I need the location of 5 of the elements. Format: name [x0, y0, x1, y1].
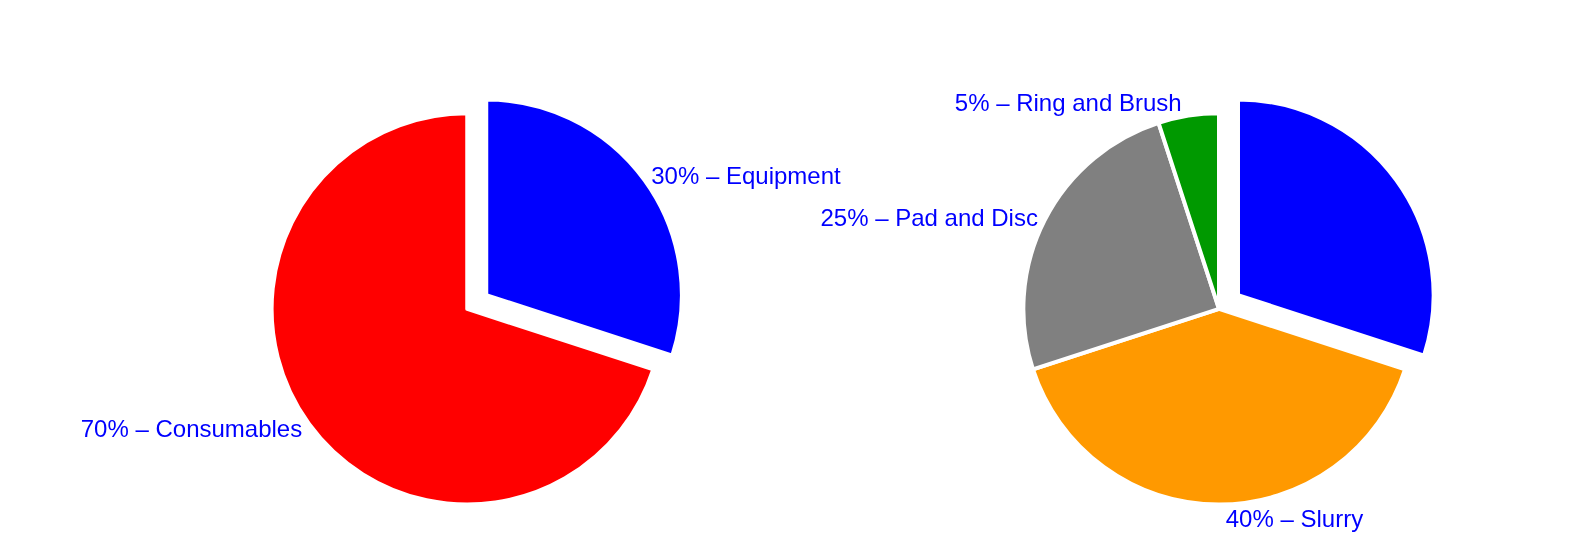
slice-label: 25% – Pad and Disc: [820, 203, 1038, 231]
slice-label: 40% – Slurry: [1225, 504, 1364, 532]
slice-label: 30% – Equipment: [651, 161, 842, 189]
slice-label: 70% – Consumables: [80, 415, 303, 443]
slice-label: 5% – Ring and Brush: [954, 89, 1182, 117]
